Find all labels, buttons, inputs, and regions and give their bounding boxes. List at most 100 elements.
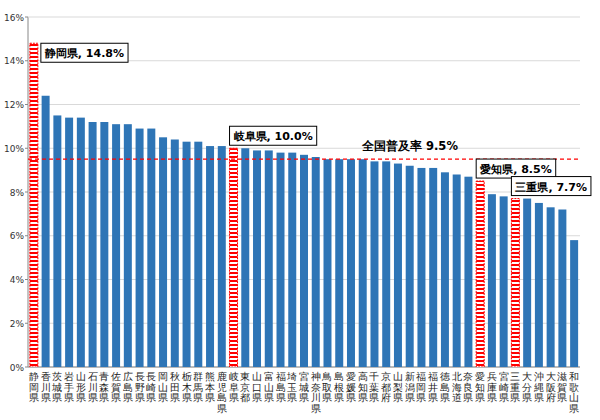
annotation-text: 静岡県, 14.8% bbox=[44, 47, 124, 60]
bar bbox=[335, 159, 343, 367]
bar bbox=[523, 199, 531, 367]
bar-highlight bbox=[476, 181, 484, 367]
y-tick bbox=[25, 235, 28, 236]
bar bbox=[53, 115, 61, 367]
y-tick-label: 6% bbox=[10, 231, 25, 241]
x-tick-label: 埼玉県 bbox=[286, 371, 297, 403]
y-tick-label: 16% bbox=[4, 13, 24, 23]
x-tick-label: 島根県 bbox=[334, 371, 344, 403]
bar bbox=[312, 157, 320, 367]
y-tick bbox=[25, 192, 28, 193]
y-tick bbox=[25, 60, 28, 61]
bar bbox=[288, 153, 296, 367]
bar bbox=[77, 118, 85, 367]
x-tick-label: 山口県 bbox=[252, 371, 262, 403]
bar bbox=[42, 96, 50, 367]
bar bbox=[300, 155, 308, 367]
x-tick-label: 兵庫県 bbox=[487, 371, 497, 403]
y-tick-label: 2% bbox=[10, 319, 25, 329]
x-tick-label: 香川県 bbox=[41, 371, 51, 403]
annotation-text: 岐阜県, 10.0% bbox=[234, 130, 313, 143]
y-tick bbox=[25, 279, 28, 280]
x-tick-label: 三重県 bbox=[510, 371, 520, 403]
bar bbox=[453, 175, 461, 368]
bar bbox=[417, 168, 425, 367]
y-tick bbox=[25, 17, 28, 18]
x-tick-label: 徳島県 bbox=[440, 371, 450, 403]
bar bbox=[441, 172, 449, 367]
grid-line bbox=[28, 104, 580, 105]
y-tick bbox=[25, 367, 28, 368]
bar bbox=[136, 129, 144, 367]
bar bbox=[183, 142, 191, 367]
bar bbox=[265, 150, 273, 367]
x-tick-label: 青森県 bbox=[99, 371, 109, 403]
grid-line bbox=[28, 148, 580, 149]
x-tick-label: 秋田県 bbox=[170, 371, 180, 403]
x-tick-label: 北海道 bbox=[452, 371, 462, 403]
bar bbox=[570, 240, 578, 367]
x-tick-label: 岐阜県 bbox=[229, 371, 239, 403]
y-tick-label: 8% bbox=[10, 188, 25, 198]
x-tick-label: 鹿児島県 bbox=[217, 371, 227, 414]
reference-label: 全国普及率 9.5% bbox=[361, 139, 458, 153]
bar bbox=[323, 159, 331, 367]
bar bbox=[535, 203, 543, 367]
x-tick-label: 広島県 bbox=[123, 371, 133, 403]
bar bbox=[218, 146, 226, 367]
x-tick-label: 和歌山県 bbox=[569, 371, 579, 414]
bar-highlight bbox=[511, 199, 519, 367]
bar bbox=[359, 159, 367, 367]
bar bbox=[241, 148, 249, 367]
x-tick-label: 愛媛県 bbox=[346, 371, 356, 403]
x-tick-label: 長野県 bbox=[135, 371, 145, 403]
bar bbox=[124, 124, 132, 367]
y-tick-label: 14% bbox=[4, 56, 24, 66]
annotation-text: 愛知県, 8.5% bbox=[480, 163, 552, 176]
x-tick-label: 岡山県 bbox=[158, 371, 168, 403]
bar-highlight bbox=[230, 148, 238, 367]
bar bbox=[370, 161, 378, 367]
bar bbox=[277, 153, 285, 367]
x-tick-label: 栃木県 bbox=[182, 371, 192, 403]
x-tick-label: 福井県 bbox=[428, 371, 438, 403]
x-tick-label: 新潟県 bbox=[405, 371, 415, 403]
x-tick-label: 愛知県 bbox=[475, 371, 485, 403]
annotation-box bbox=[41, 43, 128, 62]
bar bbox=[206, 146, 214, 367]
chart: 0%2%4%6%8%10%12%14%16%静岡県香川県茨城県岩手県山形県石川県… bbox=[0, 0, 600, 420]
annotation: 岐阜県, 10.0% bbox=[230, 126, 317, 145]
x-tick-label: 千葉県 bbox=[369, 371, 379, 403]
bar bbox=[159, 137, 167, 367]
bar bbox=[65, 118, 73, 367]
x-tick-label: 山梨県 bbox=[393, 371, 403, 403]
x-tick-label: 京都府 bbox=[381, 371, 391, 403]
bar bbox=[547, 207, 555, 367]
grid-line bbox=[28, 17, 580, 18]
x-tick-label: 東京都 bbox=[240, 371, 250, 403]
x-tick-label: 大分県 bbox=[522, 371, 532, 403]
x-tick-label: 長崎県 bbox=[146, 371, 156, 403]
annotation: 三重県, 7.7% bbox=[511, 177, 591, 196]
x-tick-label: 神奈川県 bbox=[311, 371, 321, 414]
x-tick-label: 宮城県 bbox=[298, 371, 309, 403]
x-tick-label: 岩手県 bbox=[64, 371, 74, 403]
bar bbox=[394, 164, 402, 367]
y-tick-label: 0% bbox=[10, 363, 25, 373]
x-tick-label: 佐賀県 bbox=[111, 371, 121, 403]
y-tick bbox=[25, 323, 28, 324]
bar bbox=[558, 210, 566, 368]
bar bbox=[147, 129, 155, 367]
x-tick-label: 奈良県 bbox=[463, 371, 473, 403]
annotation-box bbox=[230, 126, 317, 145]
bar bbox=[500, 196, 508, 367]
annotation: 愛知県, 8.5% bbox=[476, 159, 556, 178]
x-tick-label: 富山県 bbox=[264, 371, 274, 403]
x-tick-label: 鳥取県 bbox=[321, 371, 332, 403]
x-tick-label: 福島県 bbox=[276, 371, 286, 403]
bar bbox=[406, 166, 414, 367]
x-tick-label: 熊本県 bbox=[205, 371, 215, 403]
x-tick-label: 茨城県 bbox=[51, 371, 62, 403]
x-tick-label: 石川県 bbox=[88, 371, 98, 403]
x-tick-label: 群馬県 bbox=[192, 371, 203, 403]
